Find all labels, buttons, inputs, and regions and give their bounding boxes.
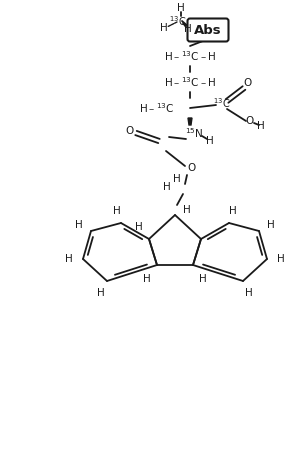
Text: H: H [229, 206, 237, 216]
Text: H: H [277, 254, 285, 264]
Text: O: O [187, 163, 195, 173]
Text: H: H [184, 24, 192, 34]
Text: H: H [177, 3, 185, 13]
Text: O: O [126, 126, 134, 136]
Text: H: H [97, 288, 105, 298]
Text: H: H [267, 220, 275, 230]
Text: H: H [75, 220, 83, 230]
Text: H: H [245, 288, 253, 298]
Text: $^{15}$N: $^{15}$N [185, 126, 203, 140]
Text: H: H [199, 274, 207, 284]
Text: H: H [257, 121, 265, 131]
Text: H: H [206, 136, 214, 146]
Text: $^{13}$C: $^{13}$C [169, 14, 187, 28]
Text: H: H [143, 274, 151, 284]
Text: H: H [163, 182, 171, 192]
Polygon shape [188, 118, 192, 125]
Text: H: H [65, 254, 73, 264]
Text: $^{13}$C: $^{13}$C [213, 96, 231, 110]
Text: H: H [113, 206, 121, 216]
Text: O: O [244, 78, 252, 88]
Text: Abs: Abs [194, 24, 222, 37]
Text: O: O [246, 116, 254, 126]
Text: H: H [135, 222, 143, 232]
Text: H – $^{13}$C: H – $^{13}$C [140, 101, 175, 115]
Text: H – $^{13}$C – H: H – $^{13}$C – H [164, 75, 216, 89]
Text: H: H [173, 174, 181, 184]
Text: H: H [160, 23, 168, 33]
Text: H – $^{13}$C – H: H – $^{13}$C – H [164, 49, 216, 63]
FancyBboxPatch shape [188, 19, 229, 42]
Text: H: H [183, 205, 191, 215]
